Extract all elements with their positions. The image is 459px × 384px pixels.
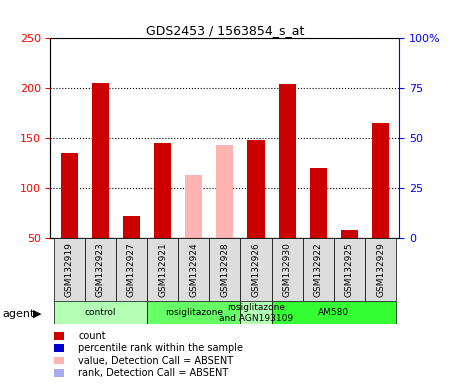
Text: rank, Detection Call = ABSENT: rank, Detection Call = ABSENT (78, 368, 228, 378)
Bar (154, 143, 171, 238)
Text: agent: agent (2, 309, 35, 319)
Bar (85, 238, 116, 301)
Bar (123, 216, 140, 238)
Bar (341, 230, 358, 238)
Text: rosiglitazone
and AGN193109: rosiglitazone and AGN193109 (219, 303, 293, 323)
Bar (185, 175, 202, 238)
Bar (365, 238, 396, 301)
Point (128, 5, 135, 12)
Bar (178, 238, 209, 301)
Text: GSM132921: GSM132921 (158, 242, 167, 297)
Text: AM580: AM580 (319, 308, 349, 318)
Text: GSM132925: GSM132925 (345, 242, 354, 297)
Text: GSM132919: GSM132919 (65, 242, 74, 297)
Bar (209, 238, 241, 301)
Bar (272, 301, 396, 324)
Bar (216, 145, 234, 238)
Text: rosiglitazone: rosiglitazone (165, 308, 223, 318)
Bar (61, 153, 78, 238)
Bar (92, 83, 109, 238)
Bar (54, 301, 147, 324)
Text: GSM132930: GSM132930 (283, 242, 292, 297)
Bar (303, 238, 334, 301)
Bar (147, 301, 241, 324)
Text: GSM132923: GSM132923 (96, 242, 105, 297)
Bar (310, 168, 327, 238)
Bar (241, 301, 272, 324)
Bar (279, 84, 296, 238)
Point (346, 5, 353, 12)
Bar (334, 238, 365, 301)
Text: value, Detection Call = ABSENT: value, Detection Call = ABSENT (78, 356, 233, 366)
Bar (147, 238, 178, 301)
Text: percentile rank within the sample: percentile rank within the sample (78, 343, 243, 353)
Bar (241, 238, 272, 301)
Text: GSM132922: GSM132922 (314, 242, 323, 297)
Bar (272, 238, 303, 301)
Text: count: count (78, 331, 106, 341)
Text: GSM132927: GSM132927 (127, 242, 136, 297)
Bar (247, 140, 265, 238)
Text: GSM132926: GSM132926 (252, 242, 261, 297)
Text: GSM132924: GSM132924 (189, 242, 198, 297)
Text: GSM132928: GSM132928 (220, 242, 230, 297)
Bar (372, 123, 389, 238)
Text: control: control (84, 308, 116, 318)
Title: GDS2453 / 1563854_s_at: GDS2453 / 1563854_s_at (146, 24, 304, 37)
Bar (116, 238, 147, 301)
Bar (54, 238, 85, 301)
Text: ▶: ▶ (34, 309, 42, 319)
Text: GSM132929: GSM132929 (376, 242, 385, 297)
